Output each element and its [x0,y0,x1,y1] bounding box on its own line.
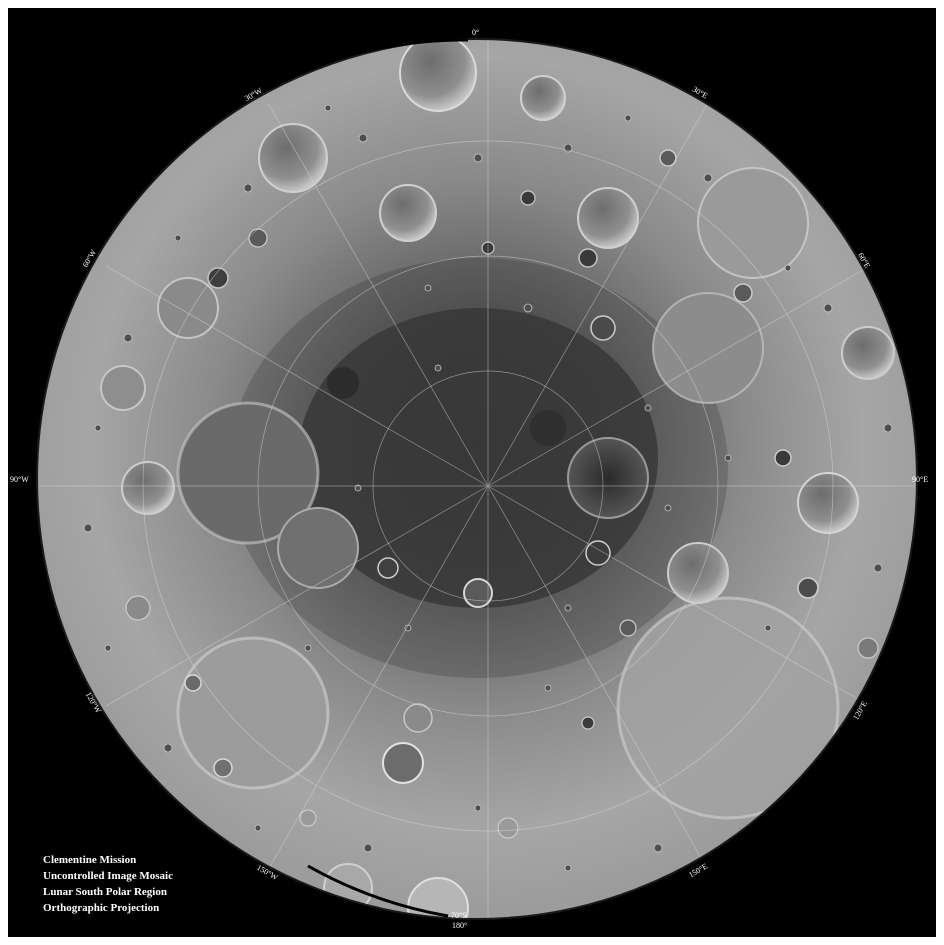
basin-left [178,403,318,543]
map-frame: 0° 30°E 60°E 90°E 120°E 150°E 70°S 180° … [8,8,936,937]
polar-shadow-region [298,308,658,608]
label-0: 0° [472,28,480,37]
map-caption: Clementine Mission Uncontrolled Image Mo… [43,852,173,916]
caption-line-2: Uncontrolled Image Mosaic [43,870,173,882]
label-90e: 90°E [912,475,929,484]
basin-upper-right [698,168,808,278]
basin-lower-right [618,598,838,818]
label-70s: 70°S [451,911,467,920]
label-90w: 90°W [10,475,29,484]
caption-line-3: Lunar South Polar Region [43,886,167,898]
basin-lower-left [178,638,328,788]
caption-line-4: Orthographic Projection [43,902,160,914]
caption-line-1: Clementine Mission [43,854,137,866]
crater-field [100,39,895,919]
longitude-graticule [38,39,917,919]
small-craters [83,104,893,872]
label-180: 180° [452,921,468,930]
lunar-south-pole-mosaic [36,38,918,920]
